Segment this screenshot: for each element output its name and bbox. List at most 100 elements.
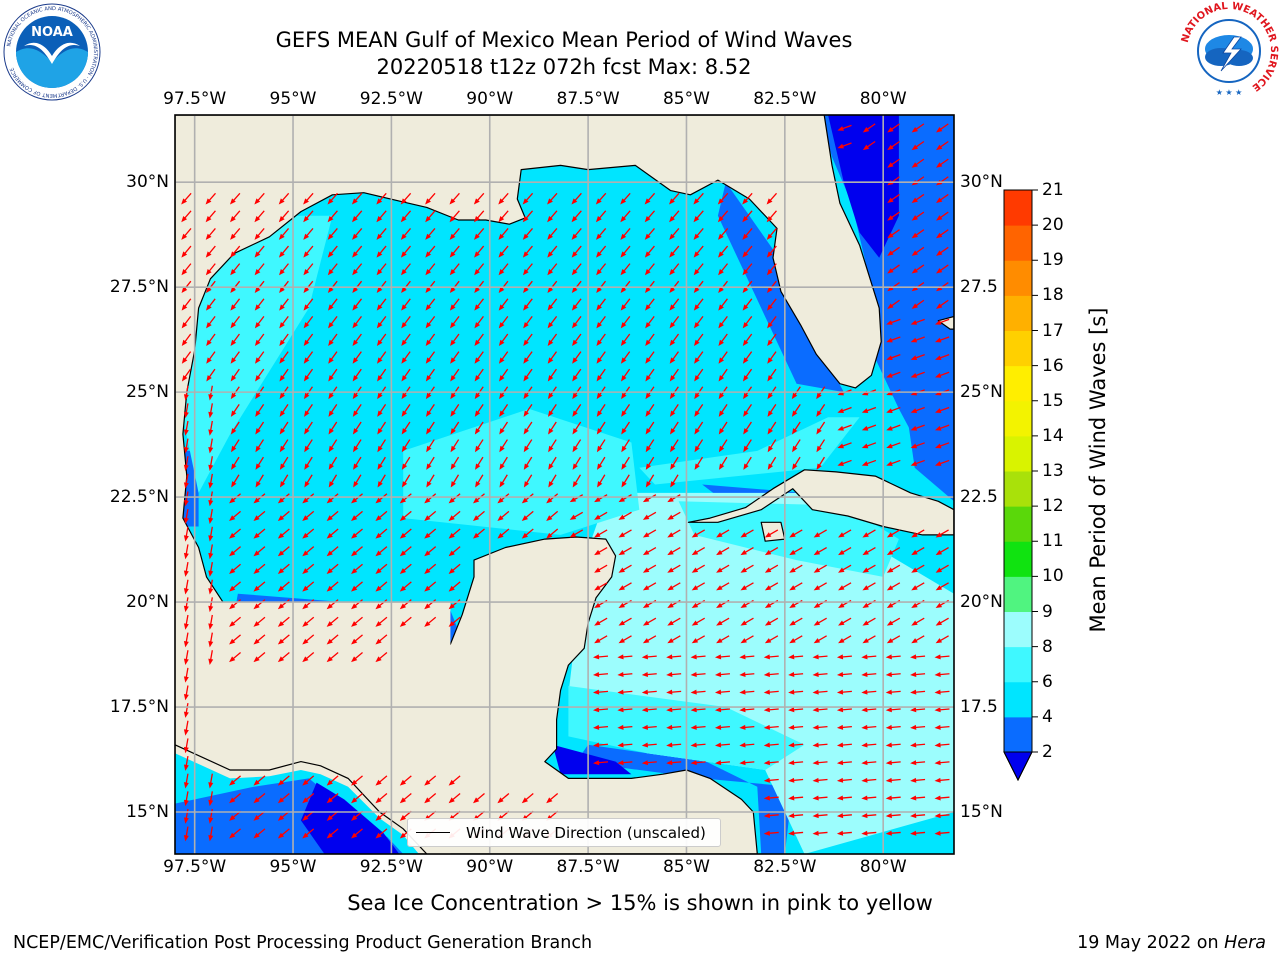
wave-direction-arrow — [522, 228, 533, 240]
wave-direction-arrow — [887, 246, 900, 256]
land-cuba — [687, 469, 954, 536]
wave-direction-arrow — [886, 529, 901, 538]
wave-direction-arrow — [910, 689, 926, 695]
wave-direction-arrow — [911, 617, 925, 626]
wave-direction-arrow — [910, 777, 926, 783]
wave-direction-arrow — [690, 654, 706, 660]
wave-direction-arrow — [645, 456, 655, 470]
wave-direction-arrow — [352, 439, 362, 453]
wave-direction-arrow — [183, 667, 189, 683]
wave-direction-arrow — [886, 635, 901, 644]
chart-title: GEFS MEAN Gulf of Mexico Mean Period of … — [275, 28, 853, 52]
wave-direction-arrow — [229, 493, 241, 504]
colorbar-swatch — [1004, 260, 1032, 296]
colorbar-swatch — [1004, 471, 1032, 507]
wave-direction-arrow — [812, 795, 828, 801]
wave-direction-arrow — [474, 333, 484, 347]
wave-direction-arrow — [326, 651, 339, 663]
wave-direction-arrow — [594, 564, 608, 573]
wave-direction-arrow — [473, 510, 485, 522]
wave-direction-arrow — [766, 192, 778, 205]
wave-direction-arrow — [253, 775, 266, 786]
lon-label-bottom: 87.5°W — [556, 857, 620, 877]
wave-direction-arrow — [861, 654, 877, 660]
wave-direction-arrow — [934, 777, 950, 783]
wave-direction-arrow — [253, 493, 266, 504]
wave-direction-arrow — [473, 493, 485, 504]
wave-direction-arrow — [910, 318, 925, 325]
wave-direction-arrow — [571, 298, 582, 311]
colorbar-tick-label: 20 — [1042, 215, 1064, 236]
wave-direction-arrow — [934, 354, 950, 361]
wave-direction-arrow — [351, 510, 363, 522]
wave-direction-arrow — [887, 282, 900, 292]
wave-direction-arrow — [277, 510, 290, 522]
wave-direction-arrow — [694, 439, 704, 453]
wave-direction-arrow — [208, 456, 214, 472]
wave-direction-arrow — [837, 442, 852, 449]
wave-direction-arrow — [208, 438, 214, 454]
wave-direction-arrow — [328, 421, 338, 435]
wave-direction-arrow — [424, 546, 437, 557]
wave-direction-arrow — [474, 404, 484, 417]
wave-direction-arrow — [401, 456, 411, 470]
wave-direction-arrow — [885, 742, 901, 748]
wave-direction-arrow — [277, 563, 290, 574]
wave-direction-arrow — [375, 599, 388, 610]
wave-direction-arrow — [910, 354, 925, 361]
lat-label-left: 30°N — [126, 172, 169, 193]
colorbar-swatch — [1004, 365, 1032, 402]
map-frame — [174, 114, 955, 855]
wave-direction-arrow — [667, 582, 681, 591]
wave-direction-arrow — [666, 689, 682, 695]
wave-direction-arrow — [910, 813, 926, 819]
wave-direction-arrow — [400, 245, 411, 258]
wave-direction-arrow — [740, 529, 754, 538]
wave-direction-arrow — [229, 546, 241, 557]
wave-direction-arrow — [547, 263, 558, 276]
wave-direction-arrow — [669, 210, 680, 223]
wave-direction-arrow — [523, 280, 533, 293]
wave-direction-arrow — [596, 245, 607, 258]
wave-direction-arrow — [666, 760, 682, 766]
wave-direction-arrow — [425, 333, 436, 347]
lon-label-bottom: 97.5°W — [163, 857, 227, 877]
colorbar-swatch — [1004, 190, 1032, 226]
wave-direction-arrow — [836, 707, 852, 713]
wave-direction-arrow — [935, 529, 949, 538]
wave-direction-arrow — [253, 828, 266, 839]
wave-direction-arrow — [596, 421, 606, 435]
wave-direction-arrow — [279, 351, 289, 364]
lon-label-top: 97.5°W — [163, 89, 227, 109]
wave-direction-arrow — [523, 333, 533, 347]
wave-direction-arrow — [743, 404, 753, 417]
wave-direction-arrow — [669, 245, 680, 258]
wave-direction-arrow — [934, 830, 950, 836]
wave-direction-arrow — [302, 651, 315, 663]
wave-direction-arrow — [399, 493, 412, 504]
wave-direction-arrow — [450, 404, 460, 417]
wave-direction-arrow — [253, 563, 266, 574]
colorbar-tick-label: 21 — [1042, 180, 1064, 200]
wave-direction-arrow — [837, 142, 852, 149]
wave-direction-arrow — [277, 775, 290, 786]
wave-direction-arrow — [911, 529, 925, 538]
wave-direction-arrow — [521, 493, 534, 504]
wave-direction-arrow — [229, 192, 241, 205]
wave-direction-arrow — [645, 474, 655, 488]
wave-direction-arrow — [375, 634, 388, 645]
wave-direction-arrow — [376, 245, 387, 258]
wave-direction-arrow — [449, 245, 460, 258]
wave-direction-arrow — [208, 491, 214, 507]
wave-direction-arrow — [911, 140, 925, 151]
wave-direction-arrow — [764, 582, 779, 591]
wave-direction-arrow — [693, 316, 704, 329]
wave-direction-arrow — [936, 299, 949, 309]
wave-direction-arrow — [229, 634, 241, 645]
wave-direction-arrow — [642, 547, 657, 556]
wave-direction-arrow — [474, 351, 484, 364]
colorbar-tick-label: 18 — [1042, 285, 1064, 306]
wave-direction-arrow — [742, 298, 753, 311]
colorbar-tick-label: 15 — [1042, 390, 1064, 411]
